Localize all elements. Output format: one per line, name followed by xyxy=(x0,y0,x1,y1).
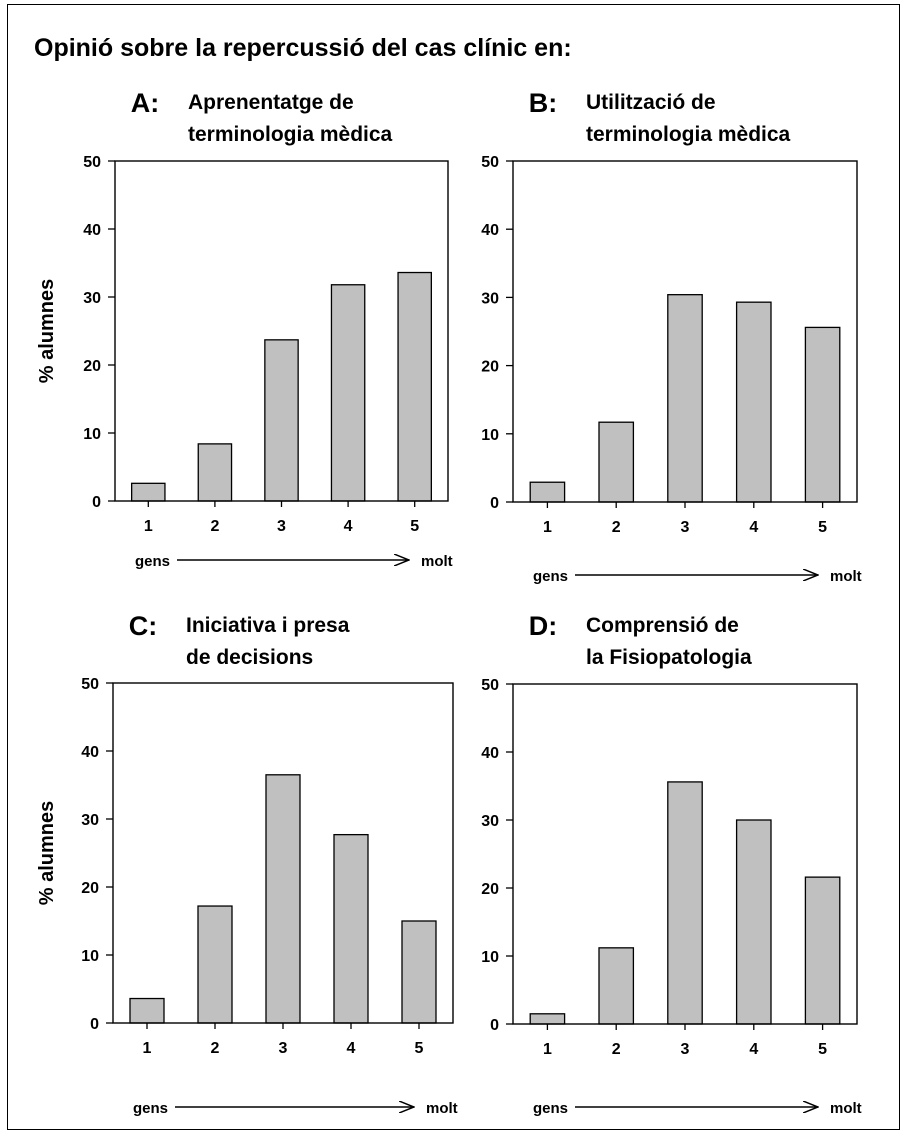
panel-b-x-tick-label: 5 xyxy=(818,519,827,536)
panel-d-x-tick-label: 1 xyxy=(543,1041,552,1058)
panel-c-letter: C: xyxy=(129,611,158,641)
panel-c-x-tick-label: 1 xyxy=(143,1040,152,1057)
panel-d-scale-high-label: molt xyxy=(830,1100,862,1117)
panel-a-x-tick-label: 3 xyxy=(277,518,286,535)
panel-a-y-tick-label: 20 xyxy=(83,358,101,375)
panel-c-scale-low-label: gens xyxy=(133,1100,168,1117)
figure-title: Opinió sobre la repercussió del cas clín… xyxy=(34,34,572,62)
panel-c-x-tick-label: 5 xyxy=(415,1040,424,1057)
panel-d-bar xyxy=(804,876,841,1025)
panel-a-y-tick-label: 40 xyxy=(83,222,101,239)
panel-c-bar xyxy=(401,920,437,1024)
panel-d-x-tick-label: 3 xyxy=(681,1041,690,1058)
panel-a-y-tick-label: 0 xyxy=(92,494,101,511)
panel-d-y-tick-label: 30 xyxy=(481,813,499,830)
panel-a-x-tick-label: 2 xyxy=(210,518,219,535)
panel-b-x-tick-label: 4 xyxy=(749,519,758,536)
panel-d-bar xyxy=(667,781,703,1025)
panel-d-y-tick-label: 10 xyxy=(481,949,499,966)
panel-c-y-tick-label: 20 xyxy=(81,880,99,897)
panel-d-scale-low-label: gens xyxy=(533,1100,568,1117)
panel-b-title-line: Utilització de xyxy=(586,91,716,114)
panel-b-scale-low-label: gens xyxy=(533,568,568,585)
panel-a-x-tick-label: 1 xyxy=(144,518,153,535)
panel-d-x-tick-label: 2 xyxy=(612,1041,621,1058)
panel-b-y-tick-label: 50 xyxy=(481,154,499,171)
panel-c-x-tick-label: 2 xyxy=(211,1040,220,1057)
panel-c-y-tick-label: 10 xyxy=(81,948,99,965)
panel-c-y-axis-label: % alumnes xyxy=(36,801,58,905)
panel-a-y-tick-label: 50 xyxy=(83,154,101,171)
panel-b-letter: B: xyxy=(529,88,558,118)
panel-a-y-tick-label: 30 xyxy=(83,290,101,307)
panel-c-scale-high-label: molt xyxy=(426,1100,458,1117)
panel-d-bar xyxy=(735,819,772,1025)
panel-a-y-axis-label: % alumnes xyxy=(36,279,58,383)
panel-c-bar xyxy=(129,997,165,1024)
panel-c-y-tick-label: 0 xyxy=(90,1016,99,1033)
panel-a-x-tick-label: 5 xyxy=(410,518,419,535)
panel-a-scale-high-label: molt xyxy=(421,553,453,570)
panel-c-y-tick-label: 50 xyxy=(81,676,99,693)
panel-a-bar xyxy=(264,339,299,502)
panel-c-bar xyxy=(197,905,233,1024)
panel-b-x-tick-label: 1 xyxy=(543,519,552,536)
panel-c-x-tick-label: 3 xyxy=(279,1040,288,1057)
panel-d-bar xyxy=(598,947,635,1025)
panel-d-x-tick-label: 5 xyxy=(818,1041,827,1058)
panel-d-y-tick-label: 40 xyxy=(481,745,499,762)
panel-b-x-tick-label: 2 xyxy=(612,519,621,536)
panel-c-bar xyxy=(333,833,369,1024)
panel-a-x-tick-label: 4 xyxy=(344,518,353,535)
panel-b-bar xyxy=(804,326,841,503)
panel-b-y-tick-label: 0 xyxy=(490,495,499,512)
panel-b-bar xyxy=(735,301,772,503)
panel-a-title-line: terminologia mèdica xyxy=(188,123,393,146)
panel-c-x-tick-label: 4 xyxy=(347,1040,356,1057)
panel-d-title-line: la Fisiopatologia xyxy=(586,646,752,669)
panel-a-bar xyxy=(197,443,233,502)
panel-d-y-tick-label: 20 xyxy=(481,881,499,898)
panel-d-x-tick-label: 4 xyxy=(749,1041,758,1058)
panel-b-title-line: terminologia mèdica xyxy=(586,123,791,146)
panel-a-y-tick-label: 10 xyxy=(83,426,101,443)
panel-a-letter: A: xyxy=(131,88,160,118)
panel-d-bar xyxy=(529,1013,566,1025)
panel-d-title-line: Comprensió de xyxy=(586,614,739,637)
panel-c-y-tick-label: 30 xyxy=(81,812,99,829)
panel-b-y-tick-label: 40 xyxy=(481,222,499,239)
panel-b-y-tick-label: 10 xyxy=(481,427,499,444)
panel-d-y-tick-label: 50 xyxy=(481,677,499,694)
panel-b-x-tick-label: 3 xyxy=(681,519,690,536)
panel-a-scale-low-label: gens xyxy=(135,553,170,570)
panel-c-y-tick-label: 40 xyxy=(81,744,99,761)
panel-b-bar xyxy=(529,481,566,503)
panel-a-bar xyxy=(130,482,166,502)
panel-a-bar xyxy=(397,271,432,502)
figure-frame xyxy=(7,4,900,1130)
panel-b-scale-high-label: molt xyxy=(830,568,862,585)
panel-b-y-tick-label: 20 xyxy=(481,359,499,376)
panel-d-letter: D: xyxy=(529,611,558,641)
panel-b-bar xyxy=(598,421,635,503)
panel-c-title-line: Iniciativa i presa xyxy=(186,614,350,637)
panel-a-title-line: Aprenentatge de xyxy=(188,91,354,114)
panel-b-y-tick-label: 30 xyxy=(481,290,499,307)
panel-c-title-line: de decisions xyxy=(186,646,313,669)
panel-c-bar xyxy=(265,774,301,1024)
panel-b-bar xyxy=(667,294,703,503)
panel-d-y-tick-label: 0 xyxy=(490,1017,499,1034)
panel-a-bar xyxy=(330,284,366,502)
